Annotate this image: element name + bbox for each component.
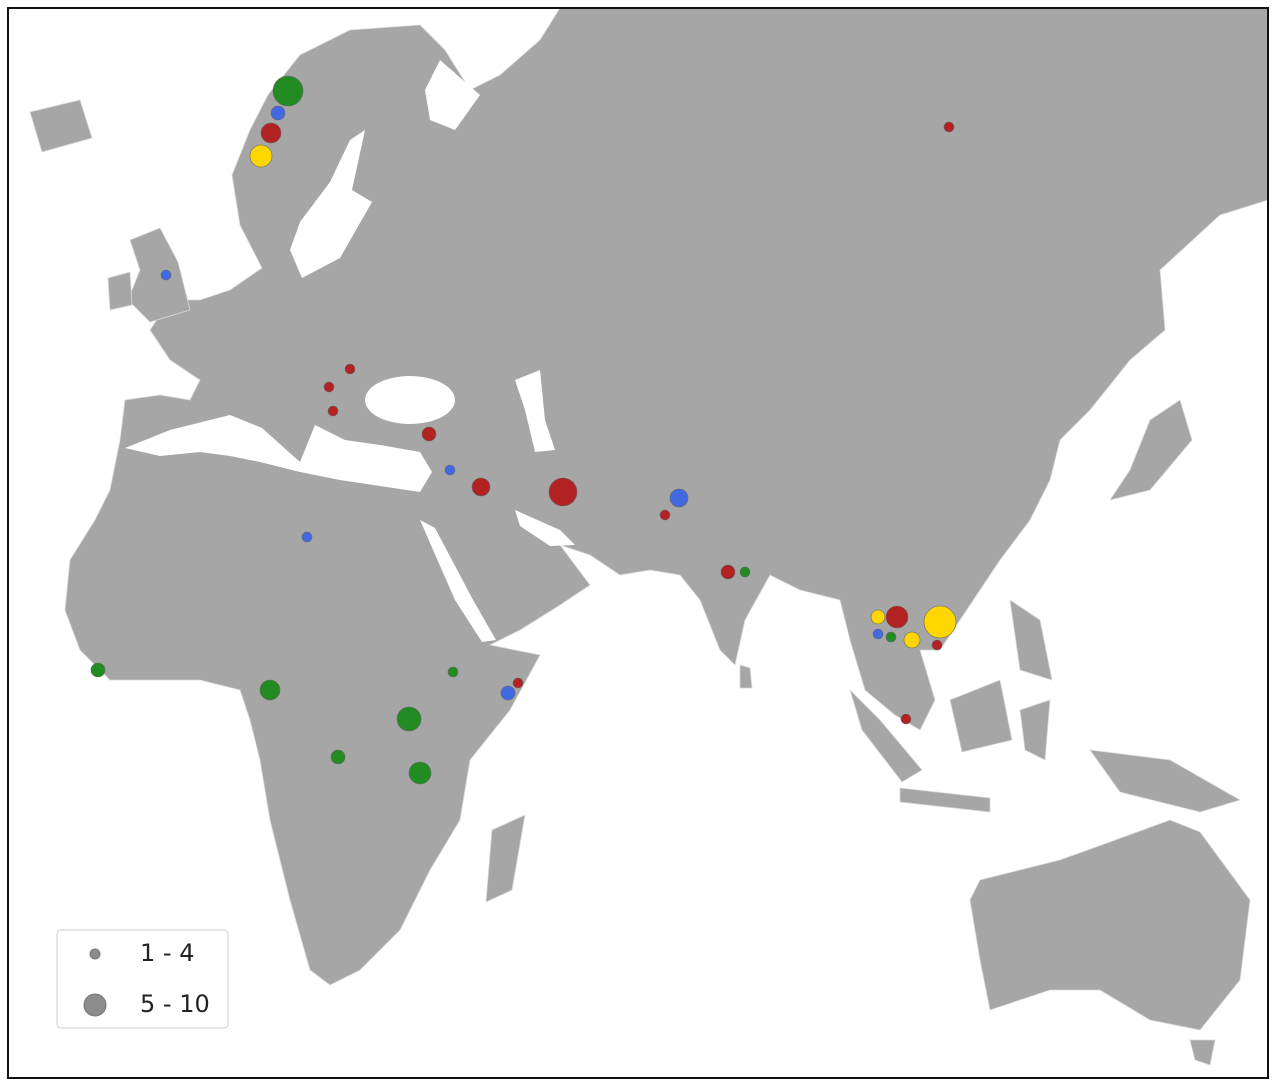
site-marker [872,628,884,640]
site-marker [160,269,172,281]
new-guinea [1089,749,1242,813]
borneo [949,679,1013,753]
red-sea [420,520,496,642]
site-marker [923,605,957,639]
site-marker [943,121,955,133]
sumatra [849,689,923,783]
site-marker [512,677,524,689]
baltic-sea [290,130,372,278]
site-marker [301,531,313,543]
site-marker [260,122,282,144]
site-marker [885,605,909,629]
japan [1109,399,1193,501]
australia [969,819,1251,1031]
frame [7,7,1269,1079]
site-marker [471,477,491,497]
site-marker [421,426,437,442]
site-marker [249,144,273,168]
site-marker [396,706,422,732]
site-marker [870,609,886,625]
legend: 1 - 4 5 - 10 [56,929,229,1029]
site-marker [885,631,897,643]
site-marker [344,363,356,375]
legend-label: 5 - 10 [140,990,210,1018]
white-sea [425,60,480,130]
java [899,787,991,813]
site-marker [272,75,304,107]
britain [127,227,191,323]
site-marker [548,477,578,507]
site-marker [447,666,459,678]
landmasses [29,7,1269,1066]
site-marker [330,749,346,765]
site-marker [500,685,516,701]
ireland [107,271,133,311]
site-marker [659,509,671,521]
black-sea [365,376,455,424]
site-marker [259,679,281,701]
eurasia-africa [64,7,1269,986]
sulawesi [1019,699,1051,761]
site-marker [903,631,921,649]
site-marker [669,488,689,508]
site-marker [720,564,736,580]
site-marker [323,381,335,393]
site-marker [739,566,751,578]
legend-marker [83,993,107,1017]
caspian-sea [515,370,555,452]
mediterranean [125,415,432,492]
iceland [29,99,93,153]
tasmania [1189,1039,1216,1066]
site-marker [408,761,432,785]
legend-label: 1 - 4 [140,939,194,967]
site-marker [900,713,912,725]
site-marker [327,405,339,417]
site-marker [90,662,106,678]
philippines [1009,599,1053,681]
persian-gulf [515,510,575,546]
site-marker [931,639,943,651]
markers [90,75,957,785]
site-marker [270,105,286,121]
sri-lanka [739,664,753,689]
legend-marker [89,948,101,960]
site-marker [444,464,456,476]
madagascar [485,814,526,903]
